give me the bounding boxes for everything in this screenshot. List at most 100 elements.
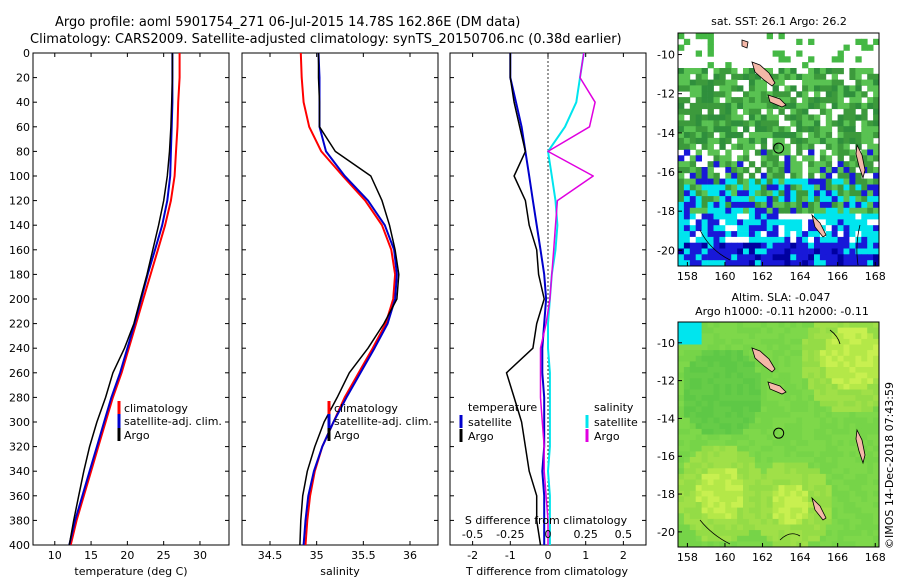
- map-cell: [819, 518, 827, 525]
- map-cell: [766, 535, 773, 542]
- map-cell: [849, 400, 856, 407]
- map-cell: [719, 507, 726, 514]
- map-cell: [743, 236, 750, 244]
- map-cell: [725, 541, 732, 547]
- map-cell: [678, 395, 685, 402]
- map-cell: [843, 219, 850, 226]
- map-cell: [766, 178, 773, 185]
- map-cell: [849, 372, 856, 379]
- map-cell: [855, 196, 862, 203]
- map-cell: [748, 132, 756, 139]
- map-cell: [743, 201, 750, 209]
- map-cell: [796, 496, 803, 503]
- map-cell: [867, 468, 874, 475]
- map-cell: [707, 327, 714, 334]
- map-cell: [808, 132, 815, 139]
- map-cell: [784, 344, 791, 351]
- map-cell: [737, 260, 744, 266]
- map-cell: [760, 513, 768, 520]
- map-cell: [713, 219, 720, 226]
- map-cell: [707, 132, 714, 139]
- map-cell: [861, 445, 868, 452]
- map-cell: [772, 423, 779, 430]
- map-cell: [737, 248, 744, 255]
- map-cell: [695, 50, 702, 57]
- map-cell: [843, 126, 850, 133]
- map-cell: [719, 333, 726, 340]
- map-cell: [689, 535, 697, 542]
- map-cell: [825, 248, 833, 255]
- map-cell: [861, 502, 868, 508]
- map-cell: [754, 541, 762, 547]
- map-cell: [808, 143, 815, 150]
- map-cell: [814, 524, 821, 531]
- map-cell: [725, 473, 732, 480]
- map-cell: [831, 102, 838, 110]
- map-cell: [713, 161, 720, 168]
- map-cell: [778, 462, 785, 469]
- map-cell: [867, 248, 874, 255]
- legend-salinity-title: salinity: [594, 401, 634, 414]
- map-cell: [831, 178, 838, 185]
- map-cell: [748, 412, 756, 418]
- map-cell: [760, 85, 768, 92]
- map-cell: [766, 502, 773, 508]
- map-cell: [855, 406, 862, 413]
- map-cell: [725, 132, 732, 139]
- map-y-tick-label: -14: [657, 412, 675, 425]
- map-cell: [873, 172, 879, 179]
- map-cell: [796, 190, 803, 197]
- map-cell: [731, 445, 738, 452]
- map-cell: [802, 225, 809, 232]
- map-cell: [754, 502, 762, 508]
- map-cell: [808, 126, 815, 133]
- map-cell: [802, 126, 809, 133]
- map-cell: [766, 184, 773, 191]
- map-cell: [731, 496, 738, 503]
- map-cell: [825, 254, 833, 261]
- map-cell: [743, 97, 750, 104]
- map-cell: [790, 167, 797, 174]
- map-cell: [819, 383, 827, 390]
- map-cell: [707, 535, 714, 542]
- map-cell: [837, 434, 844, 441]
- map-cell: [784, 355, 791, 362]
- map-cell: [713, 383, 720, 390]
- map-cell: [731, 513, 738, 520]
- map-cell: [754, 428, 762, 435]
- map-cell: [825, 412, 833, 418]
- map-cell: [808, 468, 815, 475]
- map-cell: [778, 496, 785, 503]
- map-cell: [819, 172, 827, 179]
- map-cell: [678, 355, 685, 362]
- temperature-profile-panel: 0204060801001201401601802002202402602803…: [9, 47, 230, 578]
- map-cell: [808, 428, 815, 435]
- map-cell: [683, 468, 691, 475]
- map-cell: [707, 248, 714, 255]
- map-cell: [695, 535, 702, 542]
- map-cell: [843, 440, 850, 447]
- map-cell: [855, 344, 862, 351]
- map-cell: [683, 485, 691, 492]
- map-cell: [701, 207, 708, 214]
- map-cell: [790, 338, 797, 345]
- map-cell: [725, 68, 732, 75]
- map-cell: [701, 322, 708, 328]
- map-cell: [784, 231, 791, 238]
- map-cell: [861, 518, 868, 525]
- map-cell: [713, 541, 720, 547]
- map-cell: [837, 395, 844, 402]
- map-cell: [725, 468, 732, 475]
- map-cell: [867, 73, 874, 80]
- map-cell: [754, 490, 762, 497]
- map-cell: [861, 155, 868, 162]
- map-cell: [837, 225, 844, 232]
- map-cell: [867, 383, 874, 390]
- map-cell: [754, 367, 762, 373]
- map-cell: [790, 236, 797, 244]
- map-cell: [731, 507, 738, 514]
- map-cell: [819, 97, 827, 104]
- map-cell: [748, 68, 756, 75]
- map-cell: [731, 434, 738, 441]
- map-cell: [713, 213, 720, 220]
